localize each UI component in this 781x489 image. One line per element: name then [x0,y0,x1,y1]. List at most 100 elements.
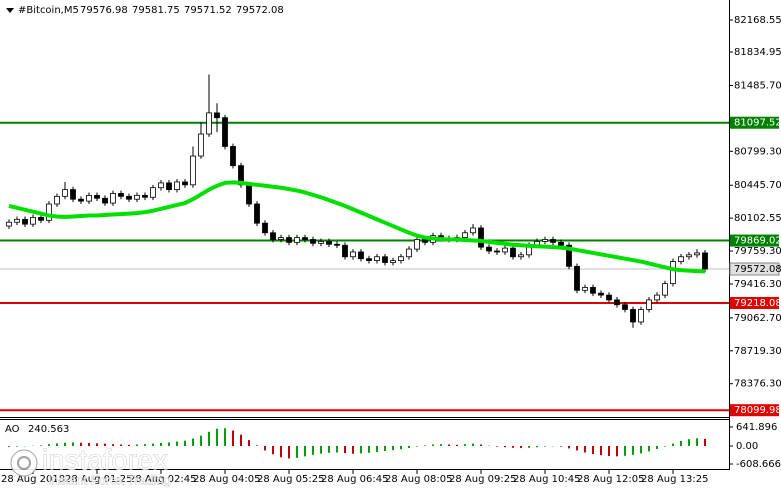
candle-body [254,203,260,224]
x-tick-label: 28 Aug 02:45 [129,474,196,485]
candle-body [270,232,276,240]
ao-name: AO [5,424,20,435]
candle-body [670,261,676,285]
candle-body [262,222,268,234]
candle-body [574,265,580,291]
candle-body [486,246,492,252]
candle-body [158,182,164,189]
candle-body [390,260,396,263]
candle-body [366,258,372,261]
candle-body [622,304,628,310]
candle-body [126,195,132,200]
candle-body [278,237,284,240]
candle-body [558,241,564,246]
candle-body [302,237,308,240]
candle-body [686,254,692,258]
x-tick-label: 28 Aug 01:25 [65,474,132,485]
candle-body [582,287,588,291]
plot: 82168.55 81834.95 81485.70 80799.30 80445.70… [0,15,781,485]
candle-body [422,239,428,243]
candle-body [542,239,548,242]
candle-body [478,227,484,248]
menu-arrow [6,8,14,13]
header-low: 79571.52 [184,5,232,16]
x-tick-label: 28 Aug 2018 [1,474,65,485]
level-box [730,296,779,309]
candle-body [334,243,340,246]
candle-body [374,256,380,261]
y-tick-label: 78376.30 [734,379,781,390]
candle-body [550,239,556,243]
watermark-tagline: Instant Forex Trading [48,472,171,487]
ao-tick-label: -608.666 [736,459,781,470]
y-tick-label: 80445.70 [734,180,781,191]
candle-body [350,251,356,258]
candle-body [110,193,116,204]
candle-body [206,112,212,135]
y-tick-label: 79062.70 [734,313,781,324]
level-label: 79869.02 [734,236,781,247]
watermark-brand: instaforex [42,445,168,477]
candle-body [326,241,332,245]
x-tick-label: 28 Aug 12:05 [577,474,644,485]
candle-body [358,251,364,260]
candle-body [38,217,44,221]
candle-body [102,197,108,204]
candle-body [174,181,180,191]
candle-body [590,287,596,294]
candle-body [230,146,236,167]
candle-body [190,155,196,186]
candle-body [62,189,68,197]
candle-body [702,252,708,270]
candle-body [462,232,468,238]
candle-body [198,133,204,157]
candle-body [614,299,620,306]
y-tick-label: 82168.55 [734,15,781,26]
candle-body [54,195,60,205]
watermark: instaforex Instant Forex Trading [10,444,171,488]
candle-body [662,283,668,296]
candle-body [318,241,324,244]
logo [17,456,31,470]
y-tick-label: 80102.55 [734,213,781,224]
level-box [730,404,779,417]
level-box [730,234,779,247]
header-close: 79572.08 [236,5,284,16]
candle-body [406,248,412,258]
candle-body [22,218,28,225]
candle-body [566,244,572,267]
y-tick-label: 80799.30 [734,146,781,157]
candle-body [294,237,300,243]
candle-body [606,294,612,301]
candle-body [518,254,524,258]
candle-body [150,187,156,198]
candle-body [694,252,700,256]
candle-body [46,203,52,221]
header-high: 79581.75 [132,5,180,16]
x-tick-label: 28 Aug 05:25 [257,474,324,485]
candle-body [78,198,84,202]
ao-last: 240.563 [28,424,69,435]
x-tick-label: 28 Aug 09:25 [449,474,516,485]
candle-body [382,256,388,263]
candle-body [166,182,172,191]
candle-body [470,227,476,234]
symbol: #Bitcoin,M5 [18,5,79,16]
candle-body [286,237,292,243]
candle-body [638,309,644,323]
candle-body [646,299,652,310]
logo [10,449,38,477]
candle-body [14,218,20,223]
y-tick-label: 81834.95 [734,47,781,58]
candle-body [342,244,348,258]
candle-body [598,292,604,296]
candle-body [502,247,508,253]
x-tick-label: 28 Aug 10:45 [513,474,580,485]
ao-tick-label: 641.896 [736,422,777,433]
level-label: 81097.52 [734,118,781,129]
candle-body [182,181,188,186]
moving-average [8,180,706,274]
candle-body [510,247,516,258]
